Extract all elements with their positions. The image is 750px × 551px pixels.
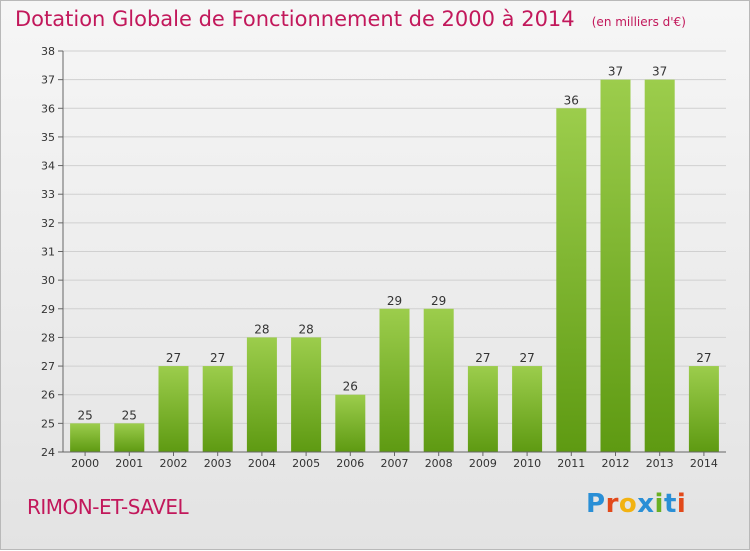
bar-value-label: 25 — [77, 408, 92, 422]
brand-letter: P — [586, 489, 606, 519]
x-tick-label: 2012 — [602, 457, 630, 470]
brand-letter: t — [663, 489, 677, 519]
y-tick-label: 24 — [41, 446, 55, 459]
bar — [600, 79, 631, 453]
bar — [467, 366, 498, 452]
bar-value-label: 27 — [210, 351, 225, 365]
x-tick-label: 2004 — [248, 457, 276, 470]
x-tick-label: 2002 — [160, 457, 188, 470]
bar-value-label: 27 — [166, 351, 181, 365]
bar — [114, 423, 145, 452]
y-tick-label: 36 — [41, 102, 55, 115]
bar-value-label: 29 — [387, 294, 402, 308]
bar — [70, 423, 101, 452]
y-tick-label: 32 — [41, 217, 55, 230]
brand-logo: Proxiti — [586, 489, 686, 519]
x-tick-label: 2014 — [690, 457, 718, 470]
x-tick-label: 2006 — [336, 457, 364, 470]
chart-title: Dotation Globale de Fonctionnement de 20… — [15, 7, 575, 31]
bar-value-label: 37 — [608, 65, 623, 79]
x-tick-label: 2005 — [292, 457, 320, 470]
bar — [158, 366, 189, 452]
x-tick-label: 2009 — [469, 457, 497, 470]
x-tick-label: 2001 — [115, 457, 143, 470]
x-tick-label: 2011 — [557, 457, 585, 470]
bar-value-label: 37 — [652, 65, 667, 79]
bar — [512, 366, 543, 452]
brand-letter: r — [605, 489, 619, 519]
y-tick-label: 38 — [41, 45, 55, 58]
bar-value-label: 29 — [431, 294, 446, 308]
y-tick-label: 37 — [41, 74, 55, 87]
bar-value-label: 25 — [122, 408, 137, 422]
y-tick-label: 27 — [41, 360, 55, 373]
bar-value-label: 36 — [564, 93, 579, 107]
y-tick-label: 28 — [41, 331, 55, 344]
axes: 24 25 26 27 28 29 30 31 32 33 34 35 36 37 38 — [41, 45, 726, 459]
bar — [688, 366, 719, 452]
bars — [70, 79, 719, 453]
bar — [246, 337, 277, 452]
bar-value-label: 27 — [696, 351, 711, 365]
brand-letter: i — [654, 489, 664, 519]
y-tick-label: 33 — [41, 188, 55, 201]
bar — [202, 366, 233, 452]
y-tick-label: 26 — [41, 389, 55, 402]
y-tick-label: 25 — [41, 417, 55, 430]
brand-letter: x — [637, 489, 655, 519]
chart-unit: (en milliers d'€) — [591, 15, 686, 29]
y-tick-label: 34 — [41, 160, 55, 173]
bar — [291, 337, 322, 452]
commune-name: RIMON-ET-SAVEL — [27, 495, 189, 519]
bar-value-label: 28 — [298, 322, 313, 336]
brand-letter: i — [676, 489, 687, 519]
y-tick-label: 31 — [41, 246, 55, 259]
bar-value-label: 26 — [343, 380, 358, 394]
y-tick-label: 29 — [41, 303, 55, 316]
labels: 25 2000 25 2001 27 2002 27 2003 28 2004 28 2005 26 20… — [71, 65, 718, 470]
bar-value-label: 27 — [475, 351, 490, 365]
y-tick-label: 35 — [41, 131, 55, 144]
bar — [423, 308, 454, 452]
x-tick-label: 2007 — [381, 457, 409, 470]
bar — [644, 79, 675, 453]
x-tick-label: 2003 — [204, 457, 232, 470]
y-tick-label: 30 — [41, 274, 55, 287]
x-tick-label: 2008 — [425, 457, 453, 470]
bar — [335, 394, 366, 452]
brand-letter: o — [618, 489, 638, 519]
bar-value-label: 28 — [254, 322, 269, 336]
bar-value-label: 27 — [519, 351, 534, 365]
title-row: Dotation Globale de Fonctionnement de 20… — [15, 7, 686, 31]
bar — [379, 308, 410, 452]
x-tick-label: 2000 — [71, 457, 99, 470]
bar — [556, 108, 587, 453]
x-tick-label: 2010 — [513, 457, 541, 470]
x-tick-label: 2013 — [646, 457, 674, 470]
